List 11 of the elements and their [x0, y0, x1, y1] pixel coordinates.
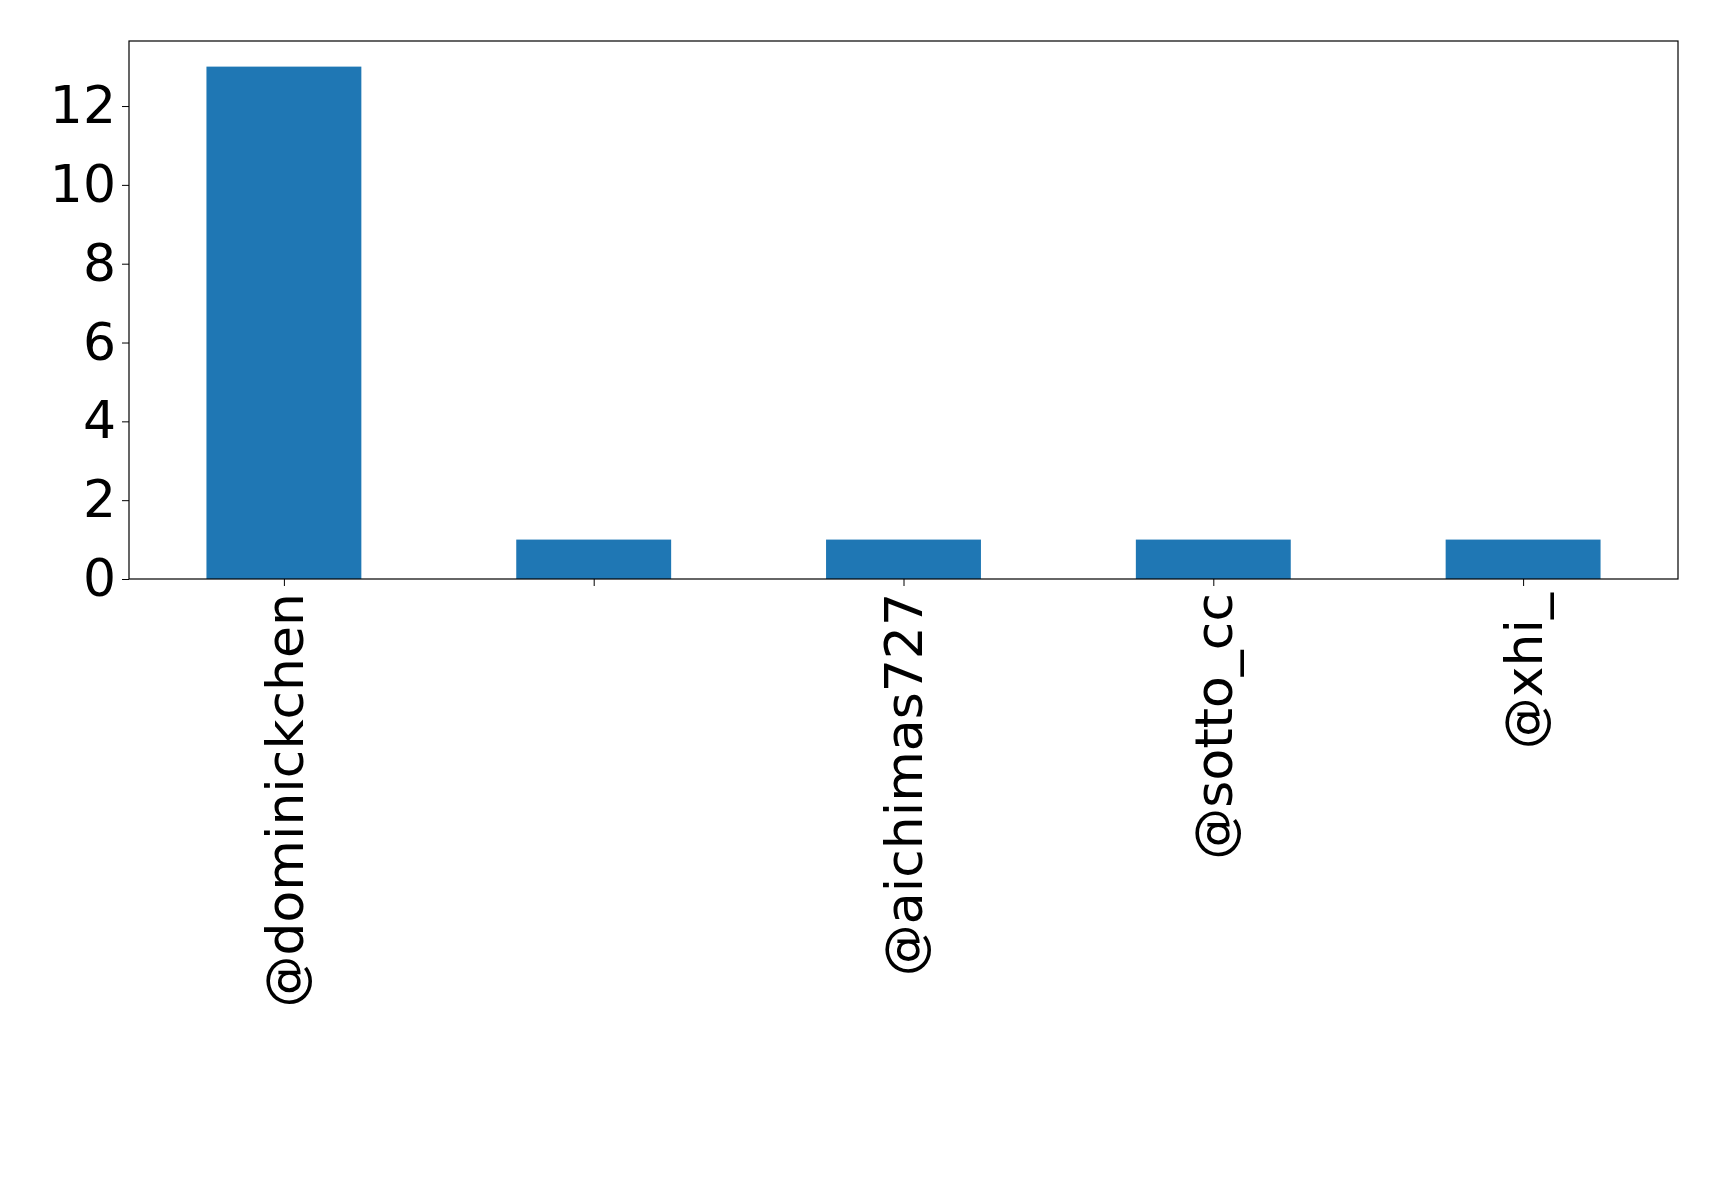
y-tick-label: 10 — [49, 154, 116, 214]
x-tick-label: @xhi_ — [1493, 592, 1554, 750]
y-tick-label: 8 — [82, 232, 116, 293]
y-tick-label: 12 — [49, 75, 116, 136]
x-tick-label: @aichimas727 — [874, 593, 935, 977]
x-tick-label: @dominickchen — [254, 593, 315, 1008]
y-tick-label: 4 — [82, 390, 116, 451]
x-tick-label: @sotto_cc — [1184, 593, 1244, 860]
y-tick-label: 2 — [82, 469, 116, 530]
y-tick-label: 6 — [82, 311, 116, 372]
y-tick-label: 0 — [82, 548, 116, 609]
